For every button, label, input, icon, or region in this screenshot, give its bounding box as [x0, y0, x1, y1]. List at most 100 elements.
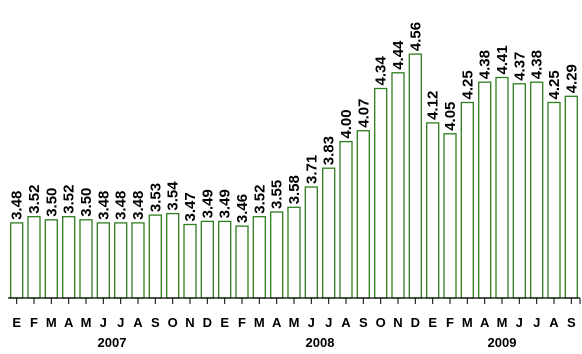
month-tick-label: J [325, 315, 332, 330]
year-labels-group: 2007 2008 2009 [98, 335, 517, 350]
data-label: 4.41 [494, 45, 511, 74]
bar [322, 167, 336, 299]
month-tick-label: M [46, 315, 57, 330]
month-tick-label: S [359, 315, 368, 330]
month-tick-label: M [497, 315, 508, 330]
year-label: 2009 [488, 335, 517, 350]
month-tick-label: F [30, 315, 38, 330]
month-tick-label: M [254, 315, 265, 330]
month-tick-label: F [446, 315, 454, 330]
month-tick-label: A [341, 315, 351, 330]
bar [408, 53, 422, 299]
data-label: 4.56 [407, 22, 424, 51]
month-tick-label: A [549, 315, 559, 330]
bar [96, 222, 110, 299]
data-label: 4.44 [390, 40, 407, 70]
data-label: 4.25 [459, 70, 476, 99]
bar [478, 81, 492, 299]
data-label: 3.50 [43, 188, 60, 217]
data-label: 3.48 [9, 191, 26, 220]
data-label: 4.37 [511, 52, 528, 81]
month-tick-label: J [117, 315, 124, 330]
bar [512, 83, 526, 299]
month-tick-label: M [81, 315, 92, 330]
data-label: 4.12 [425, 91, 442, 120]
data-label: 3.48 [113, 191, 130, 220]
month-tick-label: N [185, 315, 194, 330]
bars-group [10, 53, 578, 299]
bar [27, 216, 41, 299]
bar [200, 220, 214, 299]
bar [530, 81, 544, 299]
data-label: 4.38 [477, 50, 494, 79]
data-label: 3.83 [321, 136, 338, 165]
data-label: 4.00 [338, 109, 355, 138]
month-tick-label: M [462, 315, 473, 330]
data-label: 4.05 [442, 102, 459, 131]
data-label: 3.48 [95, 191, 112, 220]
month-tick-label: D [203, 315, 212, 330]
data-label: 3.47 [182, 192, 199, 221]
bar [460, 101, 474, 299]
bar [218, 220, 232, 299]
bar [114, 222, 128, 299]
month-tick-label: J [100, 315, 107, 330]
bar [547, 101, 561, 299]
bar [339, 140, 353, 299]
bar [356, 130, 370, 299]
month-tick-label: E [220, 315, 229, 330]
bar [131, 222, 145, 299]
bar [10, 222, 24, 299]
data-label: 4.29 [563, 64, 580, 93]
data-label: 4.34 [373, 56, 390, 86]
month-tick-label: S [151, 315, 160, 330]
data-label: 3.48 [130, 191, 147, 220]
data-label: 3.49 [199, 189, 216, 218]
month-tick-label: O [168, 315, 178, 330]
month-tick-label: F [238, 315, 246, 330]
month-tick-label: A [133, 315, 143, 330]
month-tick-label: E [428, 315, 437, 330]
bar [148, 214, 162, 299]
month-tick-label: E [12, 315, 21, 330]
data-label: 3.55 [269, 180, 286, 209]
bar [166, 212, 180, 299]
month-tick-label: J [308, 315, 315, 330]
bar [495, 76, 509, 299]
year-label: 2008 [306, 335, 335, 350]
bar [426, 122, 440, 299]
bar [44, 219, 58, 299]
month-tick-label: S [567, 315, 576, 330]
month-tick-label: D [411, 315, 420, 330]
data-label: 3.49 [217, 189, 234, 218]
month-tick-label: J [533, 315, 540, 330]
data-label: 3.52 [251, 184, 268, 213]
data-label: 3.46 [234, 194, 251, 223]
data-label: 4.25 [546, 70, 563, 99]
month-tick-label: O [376, 315, 386, 330]
month-tick-label: M [289, 315, 300, 330]
month-tick-label: J [516, 315, 523, 330]
bar [270, 211, 284, 299]
bar [235, 225, 249, 299]
x-axis-ticks [16, 298, 581, 304]
data-label: 3.50 [78, 188, 95, 217]
bar [564, 95, 578, 299]
data-label: 3.54 [165, 181, 182, 211]
month-tick-label: N [393, 315, 402, 330]
data-label: 3.52 [61, 184, 78, 213]
bar [287, 206, 301, 299]
month-tick-label: A [272, 315, 282, 330]
data-label: 3.71 [303, 155, 320, 184]
data-label: 4.38 [529, 50, 546, 79]
bar [391, 72, 405, 299]
data-label: 4.07 [355, 98, 372, 127]
bar [79, 219, 93, 299]
value-labels-group: 3.48 3.52 3.50 3.52 3.50 3.48 3.48 3.48 3.53 3.54… [9, 22, 581, 223]
year-label: 2007 [98, 335, 127, 350]
bar [183, 223, 197, 299]
data-label: 3.53 [147, 183, 164, 212]
bar [62, 216, 76, 299]
